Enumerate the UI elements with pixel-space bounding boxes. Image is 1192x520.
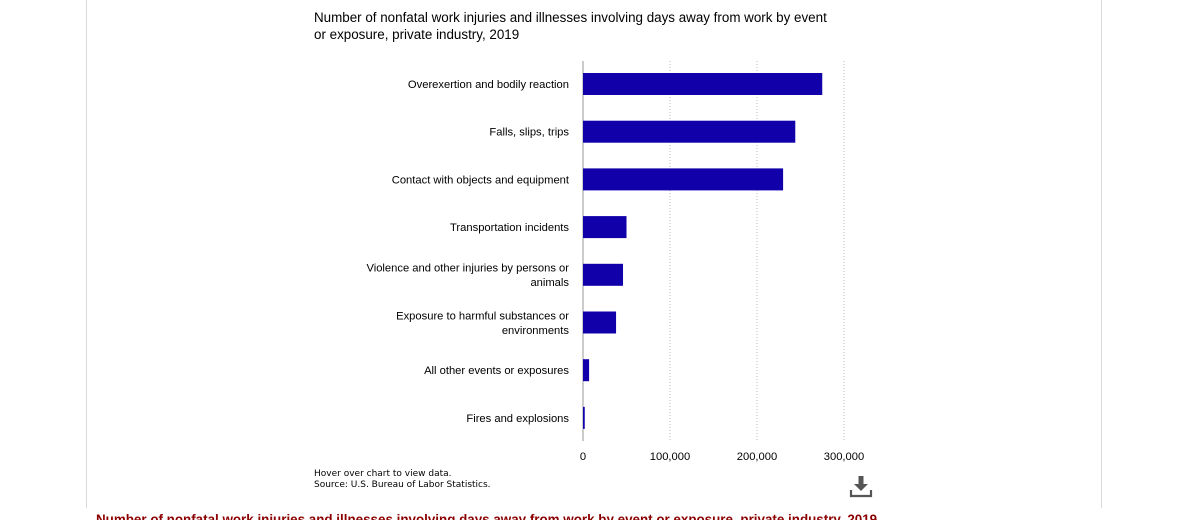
category-label: environments	[502, 325, 570, 337]
download-icon	[849, 476, 873, 498]
category-label: Fires and explosions	[466, 413, 569, 425]
category-label: Violence and other injuries by persons o…	[366, 263, 569, 275]
x-tick-label: 300,000	[824, 451, 864, 463]
bar[interactable]	[583, 406, 585, 429]
x-tick-label: 0	[580, 451, 586, 463]
chart-caption-heading: Number of nonfatal work injuries and ill…	[96, 512, 878, 520]
x-tick-label: 100,000	[650, 451, 690, 463]
chart-title: Number of nonfatal work injuries and ill…	[314, 10, 827, 42]
frame-border-left	[86, 0, 87, 508]
frame-border-right	[1101, 0, 1102, 508]
category-label: Exposure to harmful substances or	[396, 310, 569, 322]
bar[interactable]	[583, 216, 627, 239]
download-button[interactable]	[849, 474, 873, 498]
category-labels: Overexertion and bodily reaction Falls, s…	[366, 79, 569, 425]
bar[interactable]	[583, 311, 617, 334]
category-label: All other events or exposures	[424, 365, 569, 377]
category-label: Falls, slips, trips	[489, 127, 569, 139]
x-tick-label: 200,000	[737, 451, 777, 463]
source-note: Source: U.S. Bureau of Labor Statistics.	[314, 480, 491, 490]
category-label: Transportation incidents	[450, 222, 569, 234]
bar-chart[interactable]: Overexertion and bodily reaction Falls, s…	[0, 0, 1192, 470]
category-label: Overexertion and bodily reaction	[408, 79, 569, 91]
bar[interactable]	[583, 359, 590, 382]
bar[interactable]	[583, 263, 624, 286]
chart-gridlines	[582, 61, 845, 441]
x-axis-ticks: 0 100,000 200,000 300,000	[580, 451, 864, 463]
category-label: animals	[530, 277, 569, 289]
bar[interactable]	[583, 73, 823, 95]
hover-instruction: Hover over chart to view data.	[314, 469, 452, 479]
bar[interactable]	[583, 168, 784, 191]
chart-bars[interactable]	[583, 73, 823, 429]
category-label: Contact with objects and equipment	[392, 174, 570, 186]
bar[interactable]	[583, 120, 796, 143]
